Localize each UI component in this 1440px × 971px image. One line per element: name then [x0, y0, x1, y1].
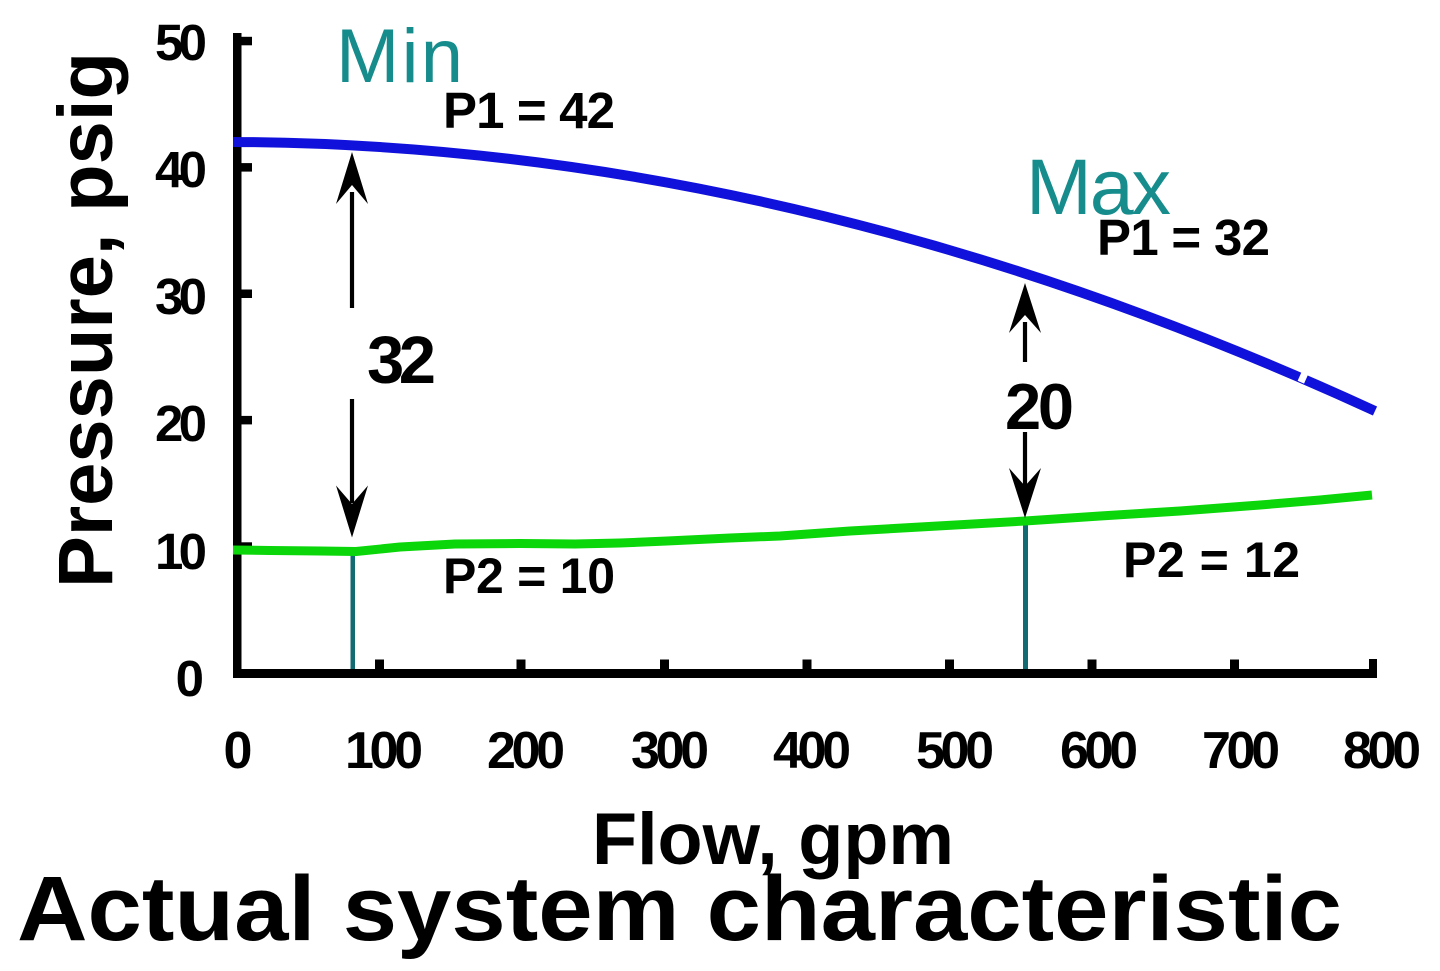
svg-text:P1 = 32: P1 = 32	[1097, 209, 1270, 266]
svg-text:100: 100	[345, 722, 423, 780]
svg-text:0: 0	[176, 650, 204, 707]
svg-text:20: 20	[155, 395, 207, 452]
svg-text:300: 300	[631, 722, 709, 780]
svg-text:P2 = 10: P2 = 10	[443, 548, 615, 604]
svg-text:0: 0	[224, 722, 253, 780]
svg-text:40: 40	[155, 141, 207, 198]
svg-text:P2 = 12: P2 = 12	[1123, 532, 1300, 588]
svg-text:200: 200	[487, 722, 565, 780]
svg-text:20: 20	[1005, 370, 1074, 443]
svg-text:30: 30	[155, 268, 207, 325]
svg-text:10: 10	[155, 523, 207, 580]
svg-text:600: 600	[1060, 722, 1138, 780]
svg-text:Max: Max	[1026, 142, 1171, 231]
svg-text:800: 800	[1343, 722, 1421, 780]
svg-text:Flow, gpm: Flow, gpm	[592, 799, 954, 880]
svg-text:400: 400	[773, 722, 851, 780]
svg-text:32: 32	[367, 323, 436, 398]
svg-text:50: 50	[155, 14, 207, 71]
svg-text:500: 500	[916, 722, 994, 780]
svg-text:Pressure, psig: Pressure, psig	[43, 52, 129, 588]
svg-text:Actual system characteristic: Actual system characteristic	[17, 858, 1342, 960]
svg-text:P1 = 42: P1 = 42	[443, 82, 615, 139]
svg-text:700: 700	[1202, 722, 1280, 780]
